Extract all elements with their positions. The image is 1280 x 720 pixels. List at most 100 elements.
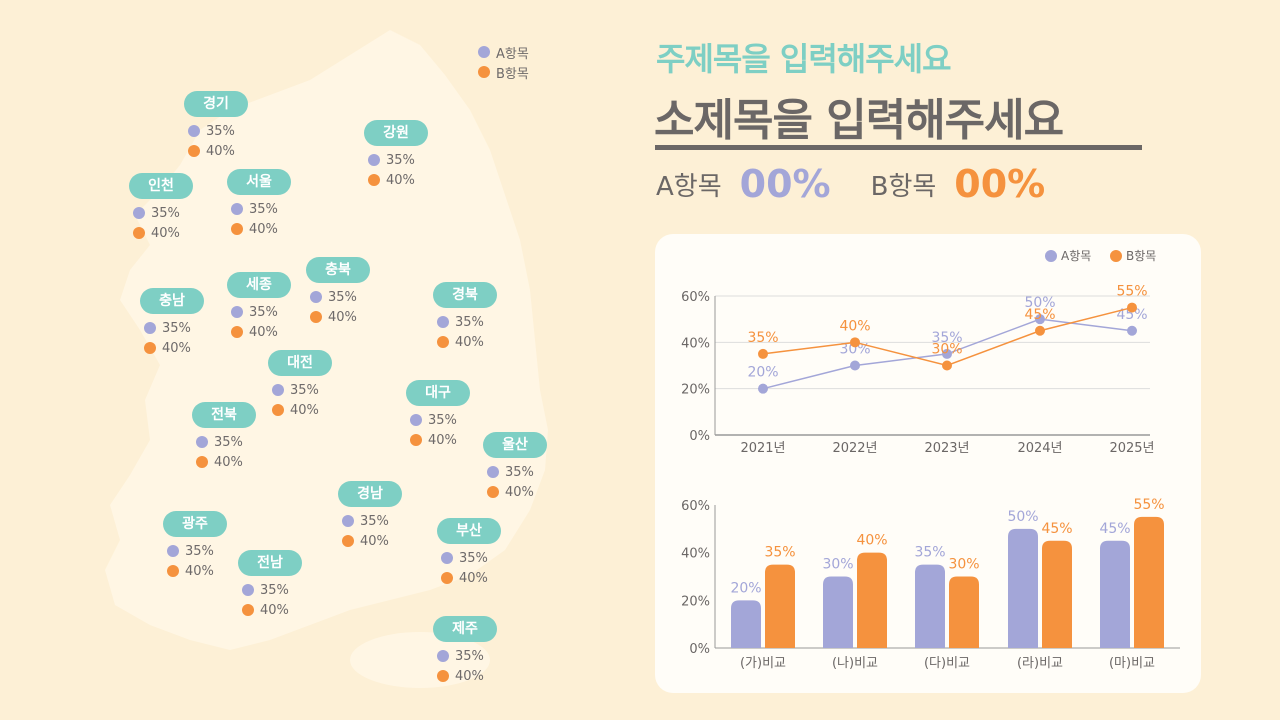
korea-map (105, 30, 548, 688)
summary-a-value: 00% (739, 162, 831, 206)
b-dot-icon (441, 572, 453, 584)
data-point (942, 348, 952, 359)
a-dot-icon (167, 545, 179, 557)
region-name-pill: 세종 (227, 272, 291, 298)
region-a-value: 35% (386, 152, 415, 168)
region-name-pill: 경북 (433, 282, 497, 308)
bar (1100, 540, 1130, 648)
bar-label: 45% (1041, 521, 1072, 537)
data-label: 30% (839, 342, 870, 358)
a-dot-icon (188, 125, 200, 137)
region-a-value: 35% (249, 201, 278, 217)
region-a-value: 35% (455, 314, 484, 330)
region-b-value: 40% (328, 309, 357, 325)
region-9: 대구 35% 40% (406, 380, 496, 450)
region-b-value: 40% (151, 225, 180, 241)
map-legend: A항목 B항목 (478, 42, 529, 82)
data-label: 30% (931, 342, 962, 358)
data-point (850, 360, 860, 371)
region-name-pill: 전남 (238, 550, 302, 576)
region-3: 서울 35% 40% (227, 169, 317, 239)
a-dot-icon (231, 203, 243, 215)
region-name-pill: 부산 (437, 518, 501, 544)
data-point (850, 337, 860, 348)
bar-label: 55% (1133, 497, 1164, 513)
bar-label: 30% (822, 557, 853, 573)
bar (823, 576, 853, 648)
region-name-pill: 대전 (268, 350, 332, 376)
a-dot-icon (437, 650, 449, 662)
b-dot-icon (487, 486, 499, 498)
region-b-value: 40% (260, 602, 289, 618)
mainland-shape (105, 30, 548, 650)
region-a-value: 35% (249, 304, 278, 320)
x-tick-label: 2023년 (924, 441, 969, 456)
region-1: 강원 35% 40% (364, 120, 454, 190)
b-dot-icon (231, 223, 243, 235)
region-b-value: 40% (360, 533, 389, 549)
region-16: 제주 35% 40% (433, 616, 523, 686)
title-divider (655, 145, 1142, 150)
region-0: 경기 35% 40% (184, 91, 274, 161)
b-dot-icon (368, 174, 380, 186)
region-a-value: 35% (428, 412, 457, 428)
x-tick-label: (다)비교 (924, 656, 970, 671)
region-a-value: 35% (290, 382, 319, 398)
bar-label: 35% (914, 545, 945, 561)
region-name-pill: 전북 (192, 402, 256, 428)
region-b-value: 40% (206, 143, 235, 159)
data-point (1127, 302, 1137, 313)
region-name-pill: 강원 (364, 120, 428, 146)
region-name-pill: 서울 (227, 169, 291, 195)
data-label: 45% (1024, 307, 1055, 323)
y-tick-label: 20% (681, 383, 710, 398)
region-b-value: 40% (428, 432, 457, 448)
x-tick-label: 2024년 (1017, 441, 1062, 456)
region-b-value: 40% (386, 172, 415, 188)
legend-b-label: B항목 (496, 66, 529, 82)
jeju-shape (350, 632, 490, 688)
bar (1008, 528, 1038, 648)
region-a-value: 35% (459, 550, 488, 566)
bar (915, 564, 945, 648)
data-label: 40% (839, 318, 870, 334)
region-a-value: 35% (185, 543, 214, 559)
region-b-value: 40% (249, 221, 278, 237)
legend-a-label: A항목 (496, 46, 529, 62)
region-8: 대전 35% 40% (268, 350, 358, 420)
region-name-pill: 충북 (306, 257, 370, 283)
data-label: 55% (1116, 284, 1147, 300)
region-b-value: 40% (162, 340, 191, 356)
summary-a-label: A항목 (656, 171, 722, 202)
region-a-value: 35% (455, 648, 484, 664)
legend-b-dot (1110, 250, 1122, 262)
bar (857, 552, 887, 648)
b-dot-icon (437, 670, 449, 682)
y-tick-label: 0% (689, 429, 710, 444)
data-label: 35% (931, 330, 962, 346)
region-15: 전남 35% 40% (238, 550, 328, 620)
region-name-pill: 대구 (406, 380, 470, 406)
b-dot-icon (410, 434, 422, 446)
a-dot-icon (310, 291, 322, 303)
a-dot-icon (437, 316, 449, 328)
region-name-pill: 인천 (129, 173, 193, 199)
region-5: 경북 35% 40% (433, 282, 523, 352)
x-tick-label: 2022년 (832, 441, 877, 456)
region-2: 인천 35% 40% (129, 173, 219, 243)
y-tick-label: 40% (681, 336, 710, 351)
b-dot-icon (144, 342, 156, 354)
region-a-value: 35% (151, 205, 180, 221)
region-a-value: 35% (260, 582, 289, 598)
bar (949, 576, 979, 648)
legend-a-label: A항목 (1061, 249, 1091, 263)
data-point (758, 348, 768, 359)
region-a-value: 35% (328, 289, 357, 305)
b-dot-icon (167, 565, 179, 577)
data-label: 20% (747, 365, 778, 381)
data-label: 35% (747, 330, 778, 346)
legend-a-dot (478, 46, 490, 58)
bar (1134, 516, 1164, 648)
main-title: 주제목을 입력해주세요 (656, 40, 952, 78)
